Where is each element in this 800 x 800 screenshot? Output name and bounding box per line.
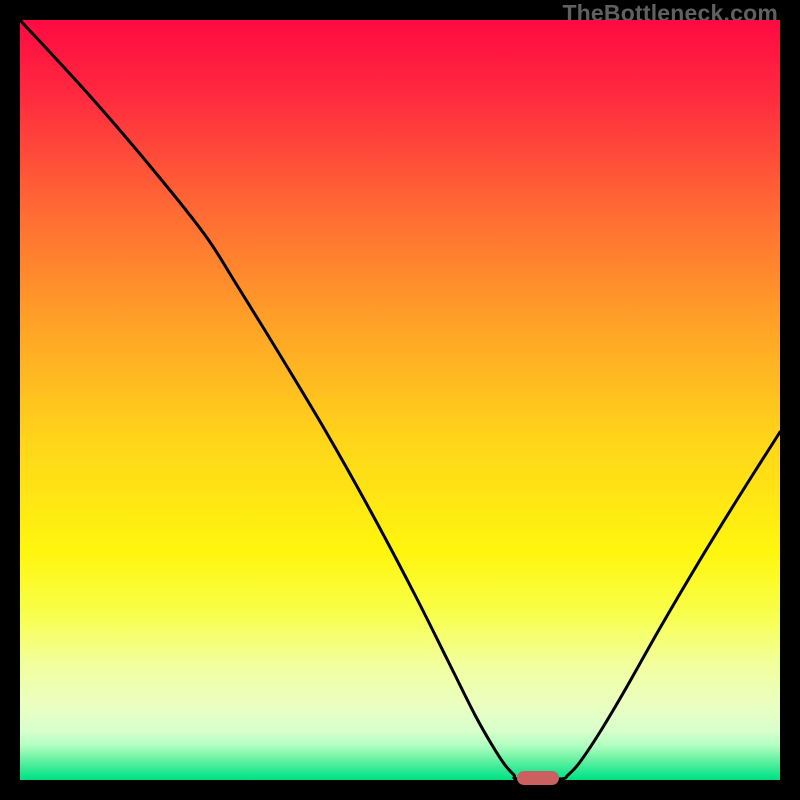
chart-frame: TheBottleneck.com <box>0 0 800 800</box>
plot-area <box>20 20 780 780</box>
optimal-marker <box>517 771 559 785</box>
bottleneck-curve <box>20 20 780 780</box>
